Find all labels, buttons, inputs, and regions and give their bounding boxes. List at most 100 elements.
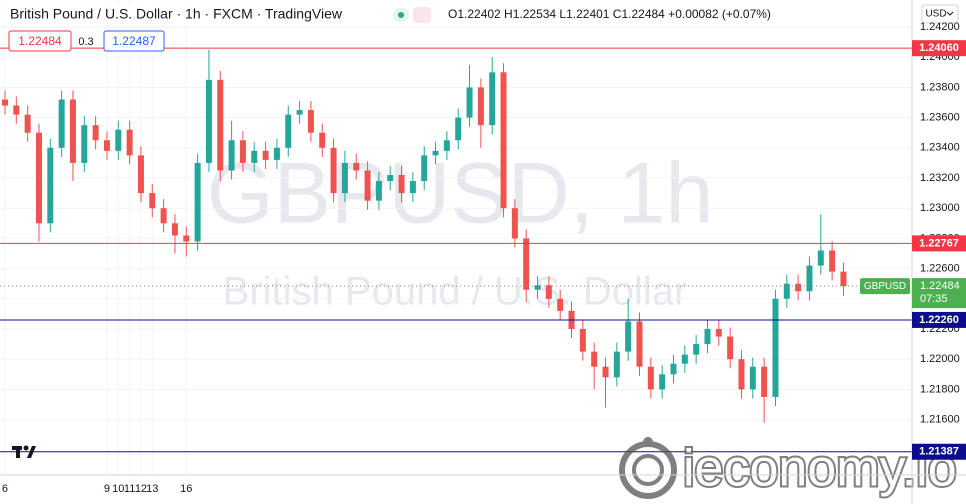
dropdown-arrow [946, 11, 954, 16]
candle-body [285, 114, 292, 148]
plot-area [0, 0, 912, 475]
ask: 1.22487 [112, 34, 156, 48]
candle-body [579, 328, 586, 352]
candle-body [149, 193, 156, 209]
watermark-description: British Pound / U.S. Dollar [223, 270, 688, 314]
candle-body [251, 150, 258, 163]
candle-body [659, 374, 666, 390]
candle-body [727, 336, 734, 360]
candle-body [783, 283, 790, 299]
candle-body [693, 344, 700, 355]
ask-box[interactable] [103, 30, 165, 52]
candle-body [171, 223, 178, 236]
tv-logo [12, 445, 36, 458]
candle-body [840, 271, 847, 287]
x-tick-label: 12 [135, 483, 147, 495]
candle-body [375, 181, 382, 201]
x-tick-label: 10 [112, 483, 124, 495]
header-bg [0, 3, 760, 25]
y-tick-label: 1.23800 [920, 81, 960, 93]
x-tick-label: 13 [146, 483, 158, 495]
y-tick-label: 1.23600 [920, 112, 960, 124]
candle-body [217, 79, 224, 171]
candle-body [13, 105, 20, 115]
candle-body [545, 285, 552, 299]
candle-body [772, 298, 779, 397]
candle-body [681, 354, 688, 364]
candle-body [58, 99, 65, 148]
candle-body [704, 328, 711, 345]
candle-body [477, 87, 484, 126]
x-tick-label: 9 [104, 483, 110, 495]
level-label: 1.24060 [919, 42, 959, 54]
candle-body [103, 140, 110, 151]
bid: 1.22484 [18, 34, 62, 48]
candle-body [761, 366, 768, 397]
candle-body [24, 114, 31, 133]
candle-body [239, 140, 246, 163]
candle-body [715, 328, 722, 337]
candle-body [387, 174, 394, 182]
candle-body [35, 132, 42, 224]
candle-body [183, 235, 190, 242]
candle-body [160, 208, 167, 224]
candle-body [126, 129, 133, 156]
y-tick-label: 1.22000 [920, 353, 960, 365]
candle-body [319, 132, 326, 148]
candle-body [409, 181, 416, 194]
countdown: 07:35 [920, 293, 948, 305]
candle-body [591, 351, 598, 367]
candle-body [341, 162, 348, 194]
currency: USD [925, 9, 946, 20]
candle-body [489, 72, 496, 126]
candle-body [647, 366, 654, 390]
level-label: 1.21387 [919, 446, 959, 458]
candle-body [69, 99, 76, 163]
candle-body [92, 125, 99, 141]
watermark: GBPUSD, 1h British Pound / U.S. Dollar [207, 146, 714, 314]
candle-body [262, 150, 269, 160]
last-price-tag [912, 278, 966, 309]
last-price-label: 1.22484 [920, 280, 960, 292]
y-tick-label: 1.21800 [920, 383, 960, 395]
candle-body [81, 125, 88, 163]
symbol-label: GBPUSD [864, 281, 906, 292]
status-icon [413, 7, 431, 23]
y-tick-label: 1.23200 [920, 172, 960, 184]
candle-body [443, 140, 450, 151]
candle-body [557, 298, 564, 311]
candle-body [613, 351, 620, 378]
candle-body [636, 321, 643, 367]
candle-body [1, 99, 8, 106]
x-tick-label: 6 [2, 483, 8, 495]
candle-body [205, 79, 212, 163]
candle-body [353, 162, 360, 171]
candle-body [466, 87, 473, 118]
candle-body [817, 250, 824, 266]
candle-body [432, 150, 439, 156]
candle-body [364, 170, 371, 201]
y-tick-label: 1.22600 [920, 263, 960, 275]
candle-body [115, 129, 122, 151]
level-tag [912, 235, 966, 252]
candle-body [806, 265, 813, 292]
x-tick-label: 16 [180, 483, 192, 495]
candle-body [455, 117, 462, 141]
level-tag [912, 443, 966, 460]
header-ohlc: O1.22402 H1.22534 L1.22401 C1.22484 +0.0… [448, 7, 771, 21]
symbol-tag [860, 278, 910, 295]
brand-logo: ieconomy.io [619, 437, 959, 500]
candle-body [534, 285, 541, 290]
candle-body [795, 283, 802, 292]
candle-body [47, 147, 54, 224]
candle-body [194, 162, 201, 242]
status-dot [398, 12, 404, 18]
bid-box[interactable] [8, 30, 72, 52]
candle-body [670, 363, 677, 375]
currency-button[interactable] [921, 4, 959, 24]
level-tag [912, 40, 966, 57]
header-title: British Pound / U.S. Dollar · 1h · FXCM … [10, 6, 343, 22]
candle-body [523, 238, 530, 290]
candle-body [307, 110, 314, 133]
